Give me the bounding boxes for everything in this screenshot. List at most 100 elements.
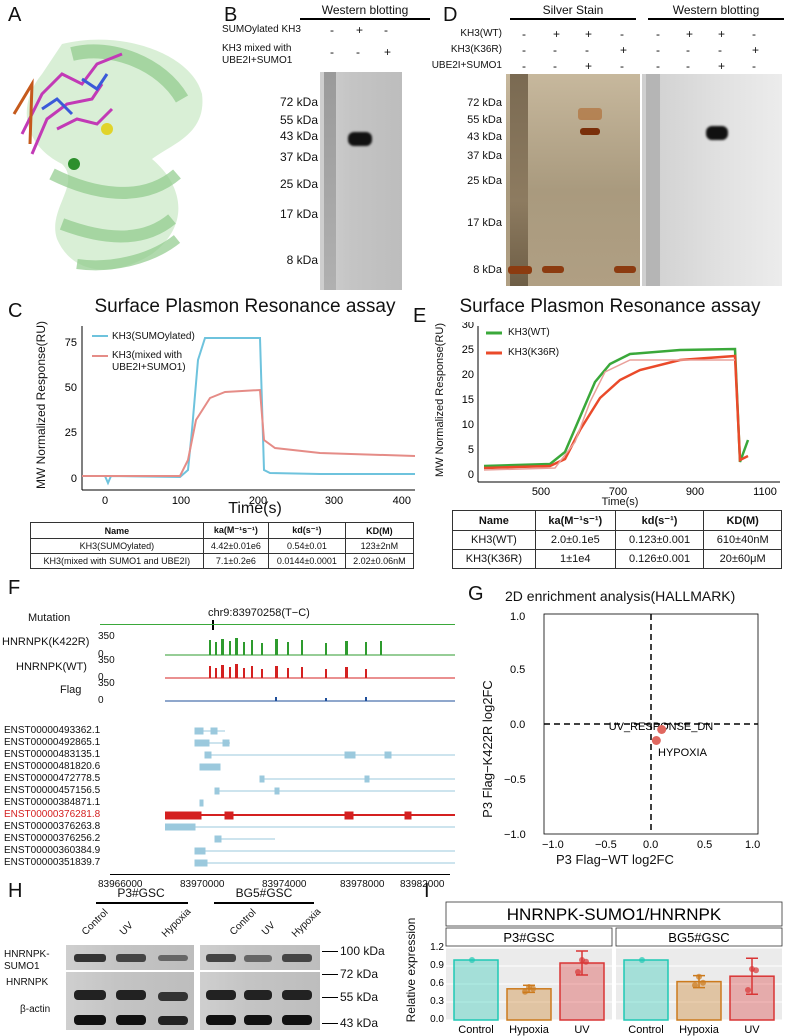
panel-f-transcript: ENST00000483135.1 — [4, 749, 101, 760]
panel-i-point-P3#GSC-UV-2 — [583, 958, 589, 965]
panel-h-marker-tick — [322, 974, 338, 975]
panel-i-ytick: 0.0 — [430, 1014, 444, 1025]
panel-e-cell: KH3(WT) — [452, 530, 536, 550]
panel-d-s-3-2: - — [553, 59, 557, 73]
panel-i-bar-P3#GSC-Control — [453, 959, 499, 1021]
panel-d-w-2-4: + — [752, 43, 760, 57]
panel-f-transcript: ENST00000351839.7 — [4, 857, 101, 868]
panel-h-lane-uv-2: UV — [260, 920, 278, 938]
panel-h-group-1-rule — [96, 902, 188, 904]
panel-c-xlabel: Time(s) — [228, 500, 282, 517]
panel-c-th-kd: kd(s⁻¹) — [268, 522, 346, 539]
panel-d-s-2-4: + — [620, 43, 628, 57]
panel-i-facet-2: BG5#GSC — [668, 930, 729, 945]
panel-e-cell: KH3(K36R) — [452, 549, 536, 569]
panel-g-xlabel: P3 Flag−WT log2FC — [556, 852, 674, 867]
panel-g-xtick: 0.0 — [643, 839, 658, 851]
panel-d-row-2-label: KH3(K36R) — [450, 44, 502, 55]
panel-letter-f: F — [8, 577, 21, 599]
panel-d-w-1-1: - — [656, 27, 660, 41]
panel-h-lane-uv-1: UV — [118, 920, 136, 938]
panel-c-cell: 7.1±0.2e6 — [202, 553, 270, 569]
panel-e-fit-1 — [483, 359, 735, 471]
panel-g-ytick: 0.5 — [510, 664, 525, 676]
panel-f-mutation-line — [100, 624, 455, 625]
panel-f-track-3-min: 0 — [98, 695, 104, 706]
panel-h-lane-control-1: Control — [80, 907, 111, 938]
panel-c-series-sumoylated — [82, 337, 415, 486]
panel-b-ladder — [324, 72, 336, 290]
panel-e-cell: 0.126±0.001 — [614, 549, 705, 569]
panel-f-mutation-label: Mutation — [28, 612, 71, 624]
panel-e-th-KD: KD(M) — [703, 510, 782, 531]
panel-h-group-2-rule — [214, 902, 314, 904]
panel-d-row-1-label: KH3(WT) — [460, 28, 502, 39]
panel-g-ytick: 1.0 — [510, 611, 525, 623]
panel-c-kinetics-table: Name ka(M⁻¹s⁻¹) kd(s⁻¹) KD(M) KH3(SUMOylate… — [30, 522, 415, 569]
panel-h-marker-tick — [322, 951, 338, 952]
panel-f-track-2-max: 350 — [98, 655, 115, 666]
panel-i-ytick: 1.2 — [430, 942, 444, 953]
panel-d-w-3-1: - — [656, 59, 660, 73]
panel-e-xtick-500: 500 — [532, 486, 550, 497]
panel-g-xtick: −1.0 — [542, 839, 564, 851]
panel-g-point-label-hypoxia: HYPOXIA — [658, 747, 708, 759]
panel-f-transcript: ENST00000376263.8 — [4, 821, 101, 832]
panel-e-chart: 0 5 10 15 20 25 30 500 700 900 1100 — [462, 322, 780, 497]
panel-d-w-1-2: + — [686, 27, 694, 41]
panel-i-ytick: 0.3 — [430, 996, 444, 1007]
panel-e-series-k36r — [483, 354, 749, 470]
panel-h-blot-sumo-p3 — [66, 945, 194, 970]
panel-i-xtick: UV — [744, 1024, 760, 1036]
panel-g-ytick: −1.0 — [504, 829, 526, 841]
panel-d-silver-title: Silver Stain — [542, 3, 604, 17]
panel-i-ytick: 0.6 — [430, 978, 444, 989]
panel-h-blot-sumo-bg5 — [200, 945, 320, 970]
panel-d-silver-band-lane4 — [614, 266, 636, 273]
panel-f-axis-tick-4: 83978000 — [340, 879, 385, 890]
panel-f-transcript: ENST00000481820.6 — [4, 761, 101, 772]
panel-letter-b: B — [224, 4, 238, 26]
panel-c-cell: 0.54±0.01 — [268, 538, 346, 554]
panel-c-legend-1: KH3(SUMOylated) — [112, 331, 195, 342]
panel-h-marker-43: 43 kDa — [340, 1016, 379, 1030]
panel-h-row-label-actin: β-actin — [20, 1004, 51, 1015]
panel-b-marker-37: 37 kDa — [279, 150, 318, 164]
panel-d-wb-title: Western blotting — [672, 3, 760, 17]
panel-letter-g: G — [468, 583, 484, 605]
panel-b-marker-55: 55 kDa — [279, 113, 318, 127]
panel-d-silver-rule — [510, 18, 636, 20]
panel-h-marker-tick — [322, 997, 338, 998]
panel-b-row-2-label: KH3 mixed with UBE2I+SUMO1 — [222, 43, 293, 66]
panel-b-mark-1-3: - — [384, 23, 388, 37]
panel-d-w-2-3: - — [718, 43, 722, 57]
panel-d-marker-55: 55 kDa — [467, 114, 502, 126]
panel-c-legend-2b: UBE2I+SUMO1) — [112, 362, 186, 373]
panel-d-w-2-2: - — [686, 43, 690, 57]
panel-g-point-0 — [657, 725, 667, 734]
panel-c-ytick-25: 25 — [65, 427, 77, 439]
panel-f-transcript: ENST00000492865.1 — [4, 737, 101, 748]
panel-f-coverage-tracks — [165, 638, 455, 702]
panel-d-silver-band-lane3-55 — [578, 108, 602, 120]
panel-f-transcript: ENST00000493362.1 — [4, 725, 101, 736]
panel-d-wb-blot — [642, 74, 782, 286]
panel-i-errorbar-BG5#GSC-UV — [746, 957, 758, 995]
panel-h-group-1: P3#GSC — [117, 886, 165, 900]
panel-e-ylabel: MW Normalized Response(RU) — [434, 322, 446, 478]
panel-f-transcript: ENST00000376256.2 — [4, 833, 101, 844]
panel-c-ylabel: MW Normalized Response(RU) — [34, 320, 48, 490]
panel-d-silver-band-ladder-8 — [508, 266, 532, 274]
panel-c-xtick-300: 300 — [325, 495, 343, 507]
panel-e-legend-2: KH3(K36R) — [508, 347, 560, 358]
panel-h-marker-100: 100 kDa — [340, 944, 385, 958]
panel-e-title: Surface Plasmon Resonance assay — [459, 296, 761, 317]
panel-c-th-KD: KD(M) — [344, 522, 415, 539]
panel-b-marker-72: 72 kDa — [279, 95, 318, 109]
panel-g-title: 2D enrichment analysis(HALLMARK) — [505, 588, 736, 604]
panel-letter-d: D — [443, 4, 458, 26]
panel-f-transcript-highlight: ENST00000376281.8 — [4, 809, 101, 820]
panel-d-marker-17: 17 kDa — [467, 217, 502, 229]
panel-f-axis-tick-3: 83974000 — [262, 879, 307, 890]
panel-f-track-1-max: 350 — [98, 631, 115, 642]
